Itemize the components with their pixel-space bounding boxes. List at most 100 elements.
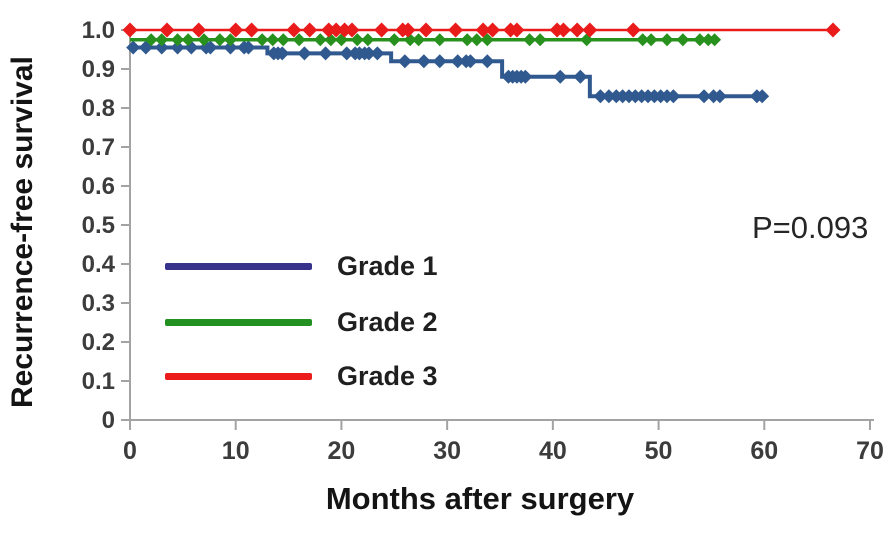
grade-1-censor-diamond — [450, 54, 465, 69]
y-tick-label: 0.1 — [82, 368, 115, 395]
grade-2-censor-diamond — [171, 33, 185, 47]
grade-3-censor-diamond — [122, 22, 138, 38]
grade-2-censor-diamond — [387, 33, 401, 47]
grade-2-censor-diamond — [636, 33, 650, 47]
grade-1-censor-diamond — [712, 89, 727, 104]
legend-label-grade-3: Grade 3 — [337, 360, 438, 391]
grade-2-censor-diamond — [470, 33, 484, 47]
grade-2-censor-diamond — [144, 33, 158, 47]
grade-2-censor-diamond — [412, 33, 426, 47]
p-value-annotation: P=0.093 — [752, 210, 869, 245]
grade-1-censor-diamond — [297, 46, 312, 61]
grade-2-censor-diamond — [533, 33, 547, 47]
grade-2-censor-diamond — [292, 33, 306, 47]
legend-item-grade-1: Grade 1 — [165, 251, 438, 281]
grade-3-censor-marks — [122, 22, 841, 38]
y-tick-label: 0.2 — [82, 329, 115, 356]
grade-3-censor-diamond — [825, 22, 841, 38]
grade-1-censor-diamond — [416, 54, 431, 69]
y-tick-label: 0.5 — [82, 212, 115, 239]
grade-3-censor-diamond — [475, 22, 491, 38]
grade-3-censor-diamond — [555, 22, 571, 38]
grade-1-censor-diamond — [241, 40, 256, 55]
grade-1-censor-diamond — [480, 54, 495, 69]
legend-item-grade-3: Grade 3 — [165, 361, 438, 391]
grade-3-censor-diamond — [509, 22, 525, 38]
grade-1-censor-diamond — [361, 46, 376, 61]
grade-2-censor-diamond — [433, 33, 447, 47]
grade-2-censor-diamond — [708, 33, 722, 47]
grade-2-censor-diamond — [181, 33, 195, 47]
grade-1-censor-diamond — [318, 46, 333, 61]
grade-3-censor-diamond — [344, 22, 360, 38]
grade-2-censor-diamond — [403, 33, 417, 47]
grade-1-censor-diamond — [601, 89, 616, 104]
grade-1-censor-diamond — [339, 46, 354, 61]
grade-3-censor-diamond — [286, 22, 302, 38]
legend-label-grade-2: Grade 2 — [337, 306, 438, 337]
grade-2-censor-diamond — [223, 33, 237, 47]
grade-3-censor-diamond — [625, 22, 641, 38]
grade-3-censor-diamond — [228, 22, 244, 38]
grade-3-line-swatch — [165, 372, 312, 380]
grade-3-censor-diamond — [418, 22, 434, 38]
grade-1-censor-diamond — [223, 40, 238, 55]
grade-3-censor-diamond — [302, 22, 318, 38]
grade-3-censor-diamond — [400, 22, 416, 38]
grade-2-censor-diamond — [460, 33, 474, 47]
grade-2-censor-diamond — [197, 33, 211, 47]
grade-2-censor-diamond — [660, 33, 674, 47]
grade-3-censor-diamond — [448, 22, 464, 38]
y-tick-label: 1.0 — [82, 17, 115, 44]
legend-item-grade-2: Grade 2 — [165, 307, 438, 337]
grade-2-line-swatch — [165, 318, 312, 326]
grade-1-curve — [130, 45, 765, 99]
y-tick-label: 0.7 — [82, 134, 115, 161]
grade-1-censor-diamond — [370, 46, 385, 61]
grade-3-censor-diamond — [569, 22, 585, 38]
grade-2-censor-diamond — [276, 33, 290, 47]
grade-3-censor-diamond — [582, 22, 598, 38]
y-axis-title: Recurrence-free survival — [6, 56, 39, 408]
grade-1-censor-diamond — [755, 89, 770, 104]
grade-1-censor-diamond — [203, 40, 218, 55]
grade-1-censor-diamond — [697, 89, 712, 104]
grade-1-censor-diamond — [593, 89, 608, 104]
legend-label-grade-1: Grade 1 — [337, 250, 438, 281]
grade-3-censor-diamond — [328, 22, 344, 38]
y-tick-label: 0.8 — [82, 95, 115, 122]
grade-1-censor-diamond — [170, 40, 185, 55]
x-tick-label: 40 — [539, 437, 567, 465]
x-tick-label: 0 — [123, 437, 137, 465]
x-tick-label: 70 — [856, 437, 884, 465]
grade-2-censor-diamond — [155, 33, 169, 47]
grade-1-series — [126, 40, 770, 104]
grade-2-censor-marks — [144, 33, 722, 47]
grade-1-censor-marks — [126, 40, 770, 104]
grade-1-censor-diamond — [463, 54, 478, 69]
x-axis-title: Months after surgery — [325, 481, 635, 516]
y-axis-ticks: 0 0.1 0.2 0.3 0.4 0.5 0.6 0.7 0.8 0.9 1.0 — [82, 17, 129, 434]
grade-1-censor-diamond — [573, 69, 588, 84]
x-tick-label: 50 — [645, 437, 673, 465]
x-axis-ticks: 0 10 20 30 40 50 60 70 — [123, 420, 884, 465]
grade-1-censor-diamond — [275, 46, 290, 61]
grade-3-censor-diamond — [374, 22, 390, 38]
x-tick-label: 20 — [328, 437, 356, 465]
y-tick-label: 0.3 — [82, 290, 115, 317]
grade-3-censor-diamond — [244, 22, 260, 38]
grade-1-censor-diamond — [518, 69, 533, 84]
grade-3-censor-diamond — [159, 22, 175, 38]
grade-1-censor-diamond — [666, 89, 681, 104]
grade-1-censor-diamond — [432, 54, 447, 69]
grade-1-censor-diamond — [126, 40, 141, 55]
y-tick-label: 0 — [102, 407, 115, 434]
grade-3-series — [122, 22, 841, 38]
grade-2-series — [130, 33, 722, 47]
grade-1-censor-diamond — [553, 69, 568, 84]
grade-1-line-swatch — [165, 262, 312, 270]
y-tick-label: 0.4 — [82, 251, 116, 278]
grade-2-censor-diamond — [213, 33, 227, 47]
